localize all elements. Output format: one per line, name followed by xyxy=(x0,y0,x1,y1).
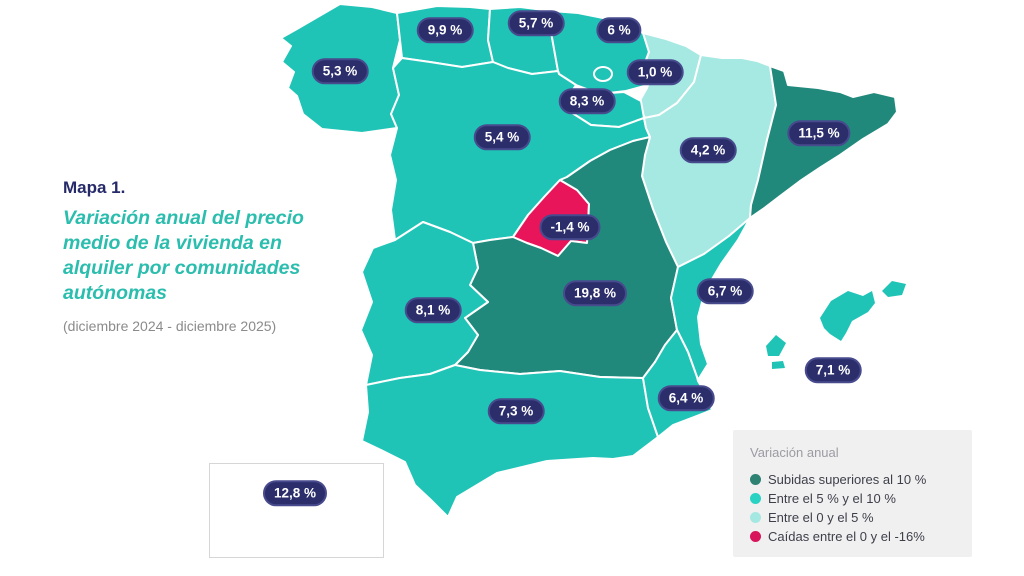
region-galicia xyxy=(280,3,401,134)
island-formentera xyxy=(772,361,785,369)
legend-item-label: Entre el 0 y el 5 % xyxy=(768,510,874,525)
region-andalucia xyxy=(361,364,659,518)
island-menorca xyxy=(882,281,906,297)
legend-item-label: Caídas entre el 0 y el -16% xyxy=(768,529,925,544)
map-kicker: Mapa 1. xyxy=(63,178,126,197)
legend-item: Entre el 0 y el 5 % xyxy=(750,508,972,527)
island-ibiza xyxy=(766,335,786,356)
map-period: (diciembre 2024 - diciembre 2025) xyxy=(63,318,277,334)
legend: Variación anual Subidas superiores al 10… xyxy=(733,430,972,557)
map-title-line: alquiler por comunidades xyxy=(63,257,301,279)
canary-islands-inset-box xyxy=(209,463,384,558)
legend-item: Subidas superiores al 10 % xyxy=(750,470,972,489)
legend-color-dot xyxy=(750,493,761,504)
legend-item-label: Subidas superiores al 10 % xyxy=(768,472,927,487)
trevino-enclave-outline xyxy=(593,66,613,82)
map-title-line: medio de la vivienda en xyxy=(63,232,282,254)
legend-title: Variación anual xyxy=(750,445,839,460)
legend-item: Entre el 5 % y el 10 % xyxy=(750,489,972,508)
island-mallorca xyxy=(820,291,875,341)
title-block: Mapa 1. Variación anual del precio medio … xyxy=(63,178,343,334)
map-title: Variación anual del precio medio de la vi… xyxy=(63,206,343,306)
region-baleares xyxy=(766,281,906,369)
map-title-line: autónomas xyxy=(63,282,168,304)
legend-color-dot xyxy=(750,531,761,542)
legend-item: Caídas entre el 0 y el -16% xyxy=(750,527,972,546)
legend-color-dot xyxy=(750,512,761,523)
legend-item-label: Entre el 5 % y el 10 % xyxy=(768,491,896,506)
legend-items: Subidas superiores al 10 % Entre el 5 % y… xyxy=(750,470,972,546)
legend-color-dot xyxy=(750,474,761,485)
region-asturias xyxy=(396,5,494,68)
map-title-line: Variación anual del precio xyxy=(63,207,304,229)
